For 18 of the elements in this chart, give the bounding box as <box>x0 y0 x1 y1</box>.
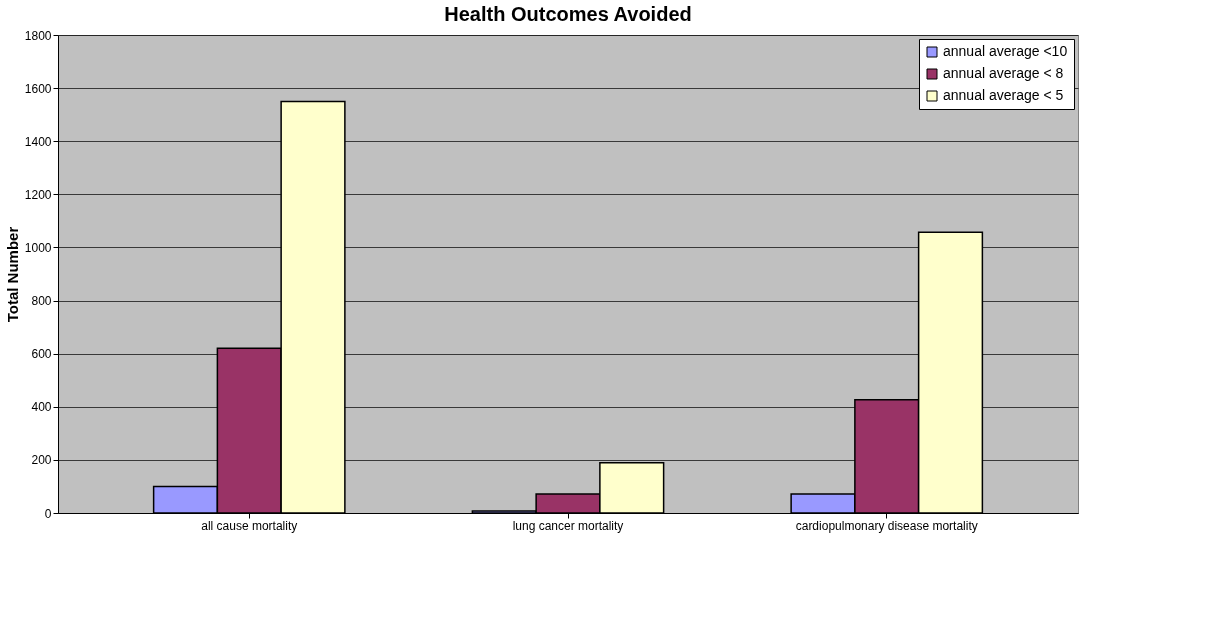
y-tick-label: 0 <box>44 506 52 521</box>
y-axis-title: Total Number <box>3 226 21 323</box>
legend-label: annual average <10 <box>943 43 1068 59</box>
y-tick-label: 400 <box>31 400 52 415</box>
y-tick-label: 1200 <box>24 187 52 202</box>
x-tick-label: all cause mortality <box>201 518 298 533</box>
y-tick-label: 600 <box>31 347 52 362</box>
legend-label: annual average < 5 <box>943 87 1064 103</box>
x-tick-label: cardiopulmonary disease mortality <box>795 518 978 533</box>
legend-label: annual average < 8 <box>943 65 1064 81</box>
x-tick-label: lung cancer mortality <box>512 518 624 533</box>
y-tick-label: 1600 <box>24 81 52 96</box>
y-tick-label: 1800 <box>24 28 52 43</box>
y-tick-label: 800 <box>31 294 52 309</box>
y-tick-label: 200 <box>31 453 52 468</box>
y-tick-label: 1000 <box>24 240 52 255</box>
y-tick-label: 1400 <box>24 134 52 149</box>
chart-title: Health Outcomes Avoided <box>444 3 692 25</box>
